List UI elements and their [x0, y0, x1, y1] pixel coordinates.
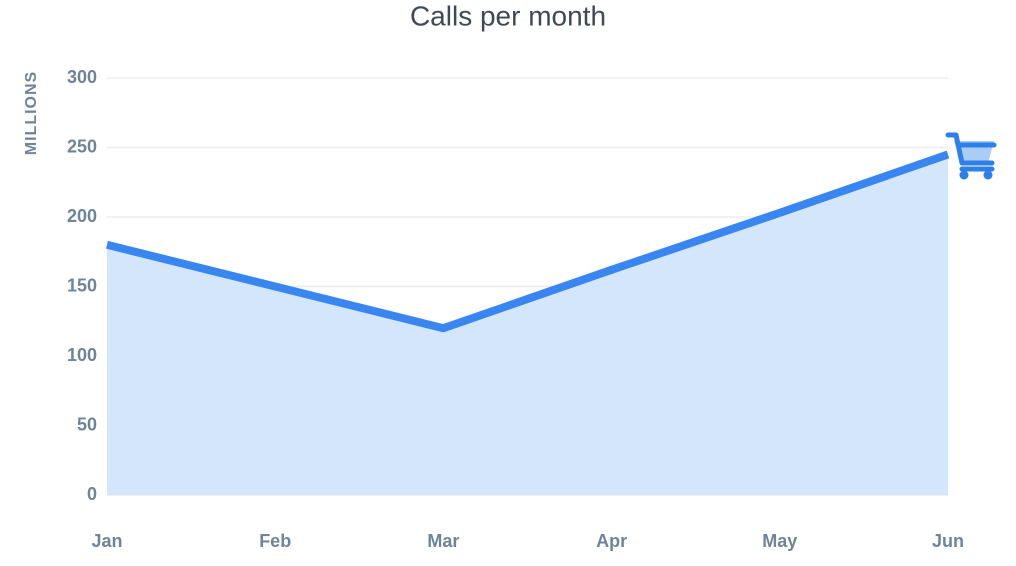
y-tick-label: 100: [67, 345, 97, 365]
x-tick-label: May: [762, 531, 797, 551]
x-tick-label: Mar: [427, 531, 459, 551]
y-tick-label: 150: [67, 275, 97, 295]
y-tick-label: 300: [67, 67, 97, 87]
chart-title: Calls per month: [410, 0, 606, 31]
x-tick-label: Apr: [596, 531, 627, 551]
labels: 0 50 100 150 200 250 300 Jan Feb Mar Apr May Jun: [67, 67, 964, 551]
x-tick-label: Feb: [259, 531, 291, 551]
area: [107, 154, 948, 495]
plot: [106, 150, 950, 495]
y-axis-label: MILLIONS: [23, 71, 40, 155]
line: [106, 150, 950, 333]
y-tick-label: 250: [67, 136, 97, 156]
y-tick-label: 50: [77, 414, 97, 434]
cart-icon: [945, 132, 997, 180]
y-tick-label: 200: [67, 206, 97, 226]
x-tick-label: Jan: [91, 531, 122, 551]
y-tick-label: 0: [87, 484, 97, 504]
x-tick-label: Jun: [932, 531, 964, 551]
